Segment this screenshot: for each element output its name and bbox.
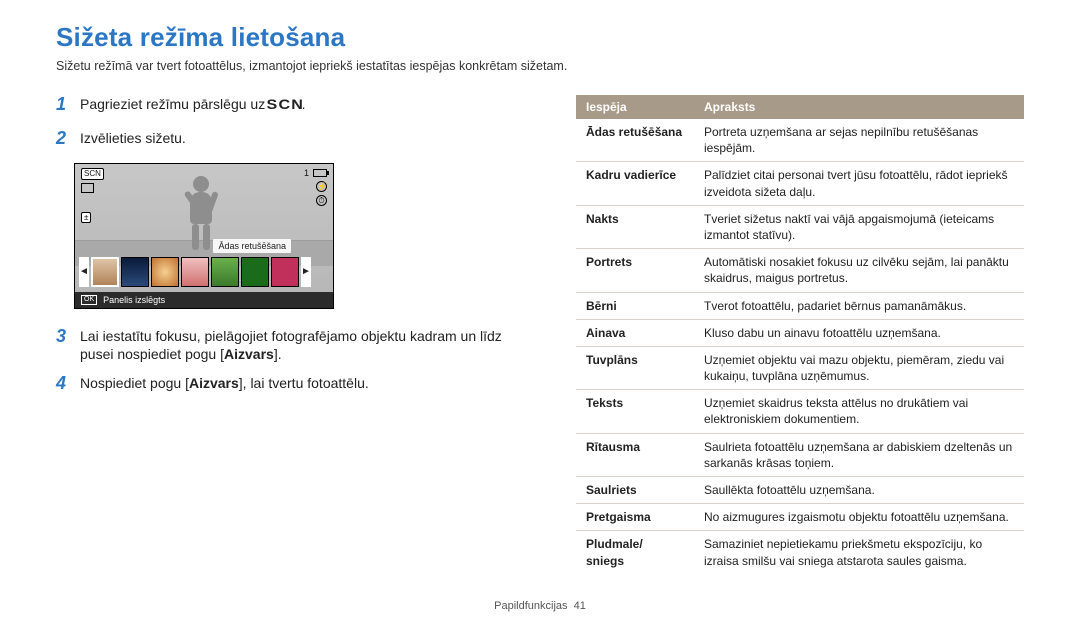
option-name: Nakts — [576, 205, 694, 248]
option-name: Pretgaisma — [576, 504, 694, 531]
step-text: Nospiediet pogu [Aizvars], lai tvertu fo… — [80, 374, 536, 393]
option-desc: Uzņemiet skaidrus teksta attēlus no druk… — [694, 390, 1024, 433]
step4-c: ], lai tvertu fotoattēlu. — [239, 375, 369, 391]
table-row: PortretsAutomātiski nosakiet fokusu uz c… — [576, 249, 1024, 292]
option-name: Saulriets — [576, 477, 694, 504]
option-name: Bērni — [576, 292, 694, 319]
flash-icon: ⚡ — [316, 181, 327, 192]
timer-icon: ⏱ — [316, 195, 327, 206]
scroll-left-icon[interactable]: ◄ — [79, 257, 89, 287]
lcd-illustration: SCN 1 ⚡ ⏱ ± — [74, 163, 334, 309]
option-name: Tuvplāns — [576, 346, 694, 389]
ev-icon: ± — [81, 212, 91, 223]
table-row: TekstsUzņemiet skaidrus teksta attēlus n… — [576, 390, 1024, 433]
step-text: Lai iestatītu fokusu, pielāgojiet fotogr… — [80, 327, 536, 365]
osd-left-mid: ± — [81, 212, 91, 223]
scene-thumb[interactable] — [211, 257, 239, 287]
step-2: 2 Izvēlieties sižetu. — [56, 129, 536, 149]
scene-thumb[interactable] — [181, 257, 209, 287]
shots-remaining: 1 — [304, 168, 309, 178]
option-desc: No aizmugures izgaismotu objektu fotoatt… — [694, 504, 1024, 531]
option-name: Portrets — [576, 249, 694, 292]
step-number: 3 — [56, 327, 76, 347]
option-desc: Saullēkta fotoattēlu uzņemšana. — [694, 477, 1024, 504]
scene-thumb[interactable] — [241, 257, 269, 287]
table-row: AinavaKluso dabu un ainavu fotoattēlu uz… — [576, 319, 1024, 346]
col-description: Apraksts — [694, 95, 1024, 119]
table-row: PretgaismaNo aizmugures izgaismotu objek… — [576, 504, 1024, 531]
shutter-label: Aizvars — [224, 346, 274, 362]
panel-status-text: Panelis izslēgts — [103, 295, 165, 305]
scene-options-table: Iespēja Apraksts Ādas retušēšanaPortreta… — [576, 95, 1024, 574]
option-name: Teksts — [576, 390, 694, 433]
scene-tooltip: Ādas retušēšana — [213, 239, 291, 253]
step-number: 2 — [56, 129, 76, 149]
shutter-label: Aizvars — [189, 375, 239, 391]
step-text: Izvēlieties sižetu. — [80, 129, 536, 148]
table-row: NaktsTveriet sižetus naktī vai vājā apga… — [576, 205, 1024, 248]
battery-icon — [313, 169, 327, 177]
step-text: Pagrieziet režīmu pārslēgu uz SCN. — [80, 95, 536, 114]
table-row: TuvplānsUzņemiet objektu vai mazu objekt… — [576, 346, 1024, 389]
option-name: Ādas retušēšana — [576, 119, 694, 162]
panel-status-bar: OK Panelis izslēgts — [75, 292, 333, 308]
table-row: Pludmale/ sniegsSamaziniet nepietiekamu … — [576, 531, 1024, 574]
mode-icon: SCN — [81, 168, 104, 180]
page-title: Sižeta režīma lietošana — [56, 22, 1024, 53]
mode-dial-label: SCN — [267, 95, 304, 114]
option-desc: Kluso dabu un ainavu fotoattēlu uzņemšan… — [694, 319, 1024, 346]
table-row: BērniTverot fotoattēlu, padariet bērnus … — [576, 292, 1024, 319]
option-name: Pludmale/ sniegs — [576, 531, 694, 574]
step-3: 3 Lai iestatītu fokusu, pielāgojiet foto… — [56, 327, 536, 365]
col-option: Iespēja — [576, 95, 694, 119]
option-name: Kadru vadierīce — [576, 162, 694, 205]
steps-column: 1 Pagrieziet režīmu pārslēgu uz SCN. 2 I… — [56, 95, 536, 574]
option-desc: Tveriet sižetus naktī vai vājā apgaismoj… — [694, 205, 1024, 248]
page-footer: Papildfunkcijas 41 — [56, 600, 1024, 612]
footer-section: Papildfunkcijas — [494, 600, 567, 612]
step3-c: ]. — [274, 346, 282, 362]
table-row: SaulrietsSaullēkta fotoattēlu uzņemšana. — [576, 477, 1024, 504]
step-4: 4 Nospiediet pogu [Aizvars], lai tvertu … — [56, 374, 536, 394]
option-desc: Portreta uzņemšana ar sejas nepilnību re… — [694, 119, 1024, 162]
intro-text: Sižetu režīmā var tvert fotoattēlus, izm… — [56, 59, 1024, 73]
step-number: 1 — [56, 95, 76, 115]
step4-a: Nospiediet pogu [ — [80, 375, 189, 391]
scroll-right-icon[interactable]: ► — [301, 257, 311, 287]
step3-a: Lai iestatītu fokusu, pielāgojiet fotogr… — [80, 328, 502, 363]
option-desc: Uzņemiet objektu vai mazu objektu, piemē… — [694, 346, 1024, 389]
ok-button-icon: OK — [81, 295, 97, 305]
step1-pre: Pagrieziet režīmu pārslēgu uz — [80, 96, 269, 112]
option-name: Rītausma — [576, 433, 694, 476]
scene-thumb[interactable] — [271, 257, 299, 287]
step-number: 4 — [56, 374, 76, 394]
option-desc: Palīdziet citai personai tvert jūsu foto… — [694, 162, 1024, 205]
option-name: Ainava — [576, 319, 694, 346]
table-row: Kadru vadierīcePalīdziet citai personai … — [576, 162, 1024, 205]
osd-top-row: SCN 1 ⚡ ⏱ — [81, 168, 327, 206]
scene-thumb[interactable] — [91, 257, 119, 287]
card-icon — [81, 183, 94, 193]
step-1: 1 Pagrieziet režīmu pārslēgu uz SCN. — [56, 95, 536, 115]
scene-thumb[interactable] — [121, 257, 149, 287]
footer-page-number: 41 — [574, 600, 586, 612]
option-desc: Automātiski nosakiet fokusu uz cilvēku s… — [694, 249, 1024, 292]
scene-thumb[interactable] — [151, 257, 179, 287]
option-desc: Saulrieta fotoattēlu uzņemšana ar dabisk… — [694, 433, 1024, 476]
scene-thumb-strip: ◄ ► — [75, 254, 333, 290]
table-row: RītausmaSaulrieta fotoattēlu uzņemšana a… — [576, 433, 1024, 476]
options-table-column: Iespēja Apraksts Ādas retušēšanaPortreta… — [576, 95, 1024, 574]
option-desc: Samaziniet nepietiekamu priekšmetu ekspo… — [694, 531, 1024, 574]
table-row: Ādas retušēšanaPortreta uzņemšana ar sej… — [576, 119, 1024, 162]
option-desc: Tverot fotoattēlu, padariet bērnus paman… — [694, 292, 1024, 319]
